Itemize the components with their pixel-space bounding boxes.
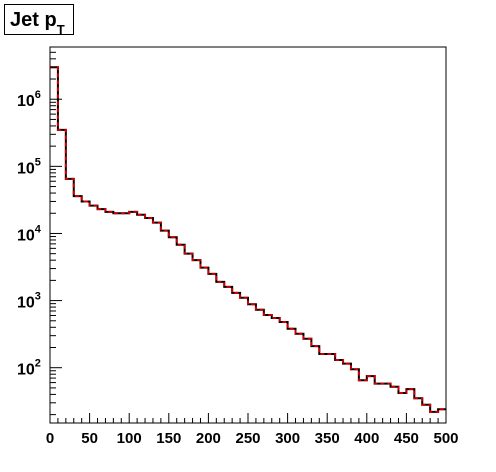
x-tick-label: 150 [156,430,181,447]
x-axis: 0 50 100 150 200 250 300 350 400 450 500 [46,413,459,447]
chart-title-main: Jet p [10,9,57,31]
histogram-series [50,66,446,413]
histogram-series-line-1 [50,66,446,413]
x-tick-label: 450 [394,430,419,447]
chart-title-subscript: T [56,22,65,37]
plot-frame-rect [49,46,447,424]
x-tick-label: 0 [46,430,54,447]
y-tick-label: 106 [17,89,41,110]
histogram-series-line-2 [50,66,446,413]
x-tick-label: 300 [275,430,300,447]
x-tick-label: 100 [117,430,142,447]
x-tick-label: 200 [196,430,221,447]
y-tick-label: 103 [17,291,41,312]
x-tick-label: 250 [235,430,260,447]
chart-title: Jet pT [4,4,74,37]
y-axis: 102 103 104 105 106 [17,46,62,416]
x-tick-label: 350 [315,430,340,447]
x-tick-label: 50 [81,430,98,447]
y-tick-label: 102 [17,358,41,379]
x-tick-label: 500 [433,430,458,447]
y-tick-label: 105 [17,156,41,177]
plot-frame [49,46,447,424]
y-tick-label: 104 [17,223,42,244]
x-tick-label: 400 [354,430,379,447]
